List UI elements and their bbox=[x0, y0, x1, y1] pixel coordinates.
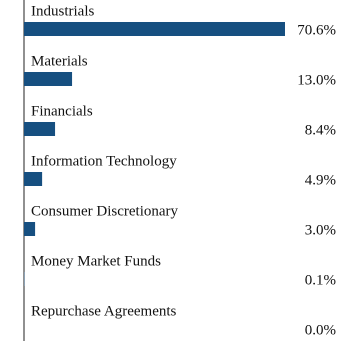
category-label: Financials bbox=[31, 103, 93, 119]
value-label: 3.0% bbox=[305, 222, 336, 238]
value-label: 0.1% bbox=[305, 272, 336, 288]
bar bbox=[24, 72, 73, 86]
category-label: Consumer Discretionary bbox=[31, 203, 179, 219]
bar bbox=[24, 22, 285, 36]
category-label: Information Technology bbox=[31, 153, 177, 169]
category-label: Repurchase Agreements bbox=[31, 303, 177, 319]
bar bbox=[24, 122, 56, 136]
bar bbox=[24, 222, 36, 236]
category-label: Money Market Funds bbox=[31, 253, 161, 269]
value-label: 8.4% bbox=[305, 122, 336, 138]
category-label: Materials bbox=[31, 53, 88, 69]
value-label: 0.0% bbox=[305, 322, 336, 338]
value-label: 13.0% bbox=[297, 72, 336, 88]
bar bbox=[24, 172, 43, 186]
value-label: 70.6% bbox=[297, 22, 336, 38]
category-label: Industrials bbox=[31, 3, 94, 19]
value-label: 4.9% bbox=[305, 172, 336, 188]
